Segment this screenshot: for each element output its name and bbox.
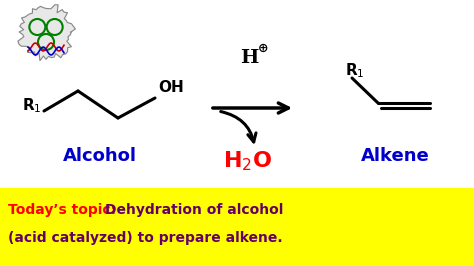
Text: OH: OH xyxy=(158,81,184,95)
Text: Alkene: Alkene xyxy=(361,147,429,165)
Text: R$_1$: R$_1$ xyxy=(22,97,42,115)
Text: H: H xyxy=(240,49,258,67)
Text: (acid catalyzed) to prepare alkene.: (acid catalyzed) to prepare alkene. xyxy=(8,231,283,245)
Text: R$_1$: R$_1$ xyxy=(345,62,365,80)
Text: Alcohol: Alcohol xyxy=(63,147,137,165)
Text: Dehydration of alcohol: Dehydration of alcohol xyxy=(105,203,283,217)
Polygon shape xyxy=(18,5,75,61)
Bar xyxy=(0,188,474,266)
Text: Today’s topic:: Today’s topic: xyxy=(8,203,116,217)
Text: ⊕: ⊕ xyxy=(258,41,268,55)
Text: H$_2$O: H$_2$O xyxy=(223,149,273,173)
